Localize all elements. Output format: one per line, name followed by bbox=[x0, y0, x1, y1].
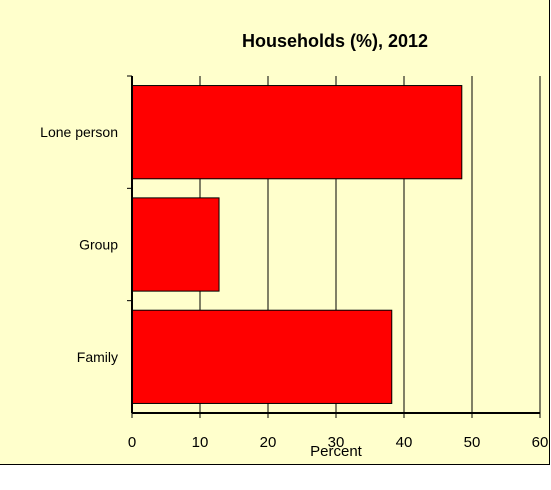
bar-family bbox=[131, 309, 393, 404]
category-label-lone-person: Lone person bbox=[40, 124, 118, 140]
x-axis-title: Percent bbox=[310, 443, 363, 460]
bar-chart: Households (%), 2012 0 10 20 30 40 50 60 Lone … bbox=[40, 31, 549, 460]
category-label-family: Family bbox=[77, 349, 118, 365]
bar-group bbox=[131, 197, 220, 292]
chart-title: Households (%), 2012 bbox=[242, 31, 428, 51]
x-tick-label-40: 40 bbox=[396, 434, 413, 451]
x-tick-label-10: 10 bbox=[192, 434, 209, 451]
x-tick-label-60: 60 bbox=[532, 434, 549, 451]
category-labels: Lone person Group Family bbox=[40, 75, 132, 365]
bar-lone-person bbox=[131, 85, 463, 180]
category-label-group: Group bbox=[79, 237, 118, 253]
x-tick-label-30: 30 bbox=[328, 434, 345, 451]
chart-frame: Households (%), 2012 0 10 20 30 40 50 60 Lone … bbox=[0, 0, 550, 465]
bars bbox=[131, 85, 463, 404]
x-tick-label-50: 50 bbox=[464, 434, 481, 451]
x-tick-label-0: 0 bbox=[128, 434, 136, 451]
x-tick-label-20: 20 bbox=[260, 434, 277, 451]
x-tick-labels: 0 10 20 30 40 50 60 bbox=[128, 413, 549, 451]
